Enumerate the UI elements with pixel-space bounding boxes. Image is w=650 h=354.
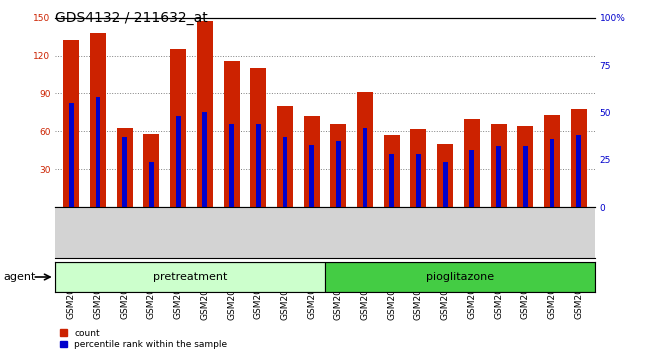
Bar (416, 154, 421, 207)
Bar (491, 124, 506, 207)
Text: pretreatment: pretreatment (153, 272, 228, 282)
Bar (277, 106, 293, 207)
Bar (517, 126, 533, 207)
Bar (63, 40, 79, 207)
Bar (550, 139, 554, 207)
Bar (55, 262, 325, 292)
Bar (363, 127, 367, 207)
Bar (224, 61, 240, 207)
Legend: count, percentile rank within the sample: count, percentile rank within the sample (60, 329, 228, 349)
Text: agent: agent (3, 272, 36, 282)
Bar (384, 135, 400, 207)
Bar (523, 147, 528, 207)
Bar (122, 137, 127, 207)
Bar (69, 103, 73, 207)
Bar (149, 162, 154, 207)
Bar (176, 116, 181, 207)
Bar (464, 119, 480, 207)
Bar (325, 262, 595, 292)
Bar (469, 150, 474, 207)
Bar (309, 144, 314, 207)
Text: GDS4132 / 211632_at: GDS4132 / 211632_at (55, 11, 208, 25)
Bar (90, 33, 106, 207)
Bar (571, 109, 587, 207)
Bar (96, 97, 100, 207)
Bar (197, 22, 213, 207)
Bar (389, 154, 394, 207)
Bar (357, 92, 373, 207)
Bar (330, 124, 346, 207)
Bar (256, 124, 261, 207)
Bar (544, 115, 560, 207)
Bar (443, 162, 448, 207)
Bar (336, 141, 341, 207)
Bar (117, 127, 133, 207)
Bar (283, 137, 287, 207)
Bar (202, 113, 207, 207)
Bar (496, 147, 501, 207)
Bar (437, 144, 453, 207)
Bar (250, 68, 266, 207)
Bar (410, 129, 426, 207)
Bar (144, 134, 159, 207)
Bar (304, 116, 320, 207)
Bar (229, 124, 234, 207)
Text: pioglitazone: pioglitazone (426, 272, 494, 282)
Bar (170, 49, 186, 207)
Bar (577, 135, 581, 207)
